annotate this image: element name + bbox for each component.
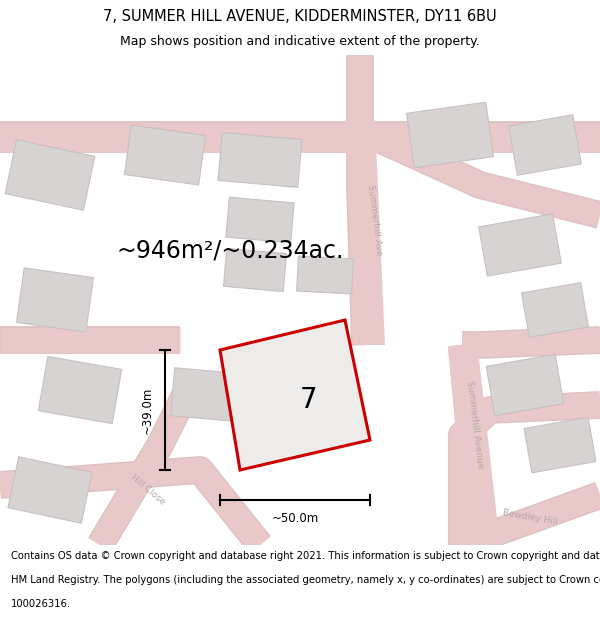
Polygon shape: [448, 350, 500, 545]
Polygon shape: [407, 102, 493, 168]
Text: Bewdley Hill: Bewdley Hill: [502, 508, 559, 526]
Text: HM Land Registry. The polygons (including the associated geometry, namely x, y c: HM Land Registry. The polygons (includin…: [11, 574, 600, 584]
Polygon shape: [226, 198, 294, 242]
Text: Summerhill Avenue: Summerhill Avenue: [465, 381, 485, 469]
Polygon shape: [17, 268, 94, 332]
Polygon shape: [296, 256, 353, 294]
Polygon shape: [0, 123, 600, 153]
Polygon shape: [218, 132, 302, 188]
Text: ~50.0m: ~50.0m: [271, 511, 319, 524]
Text: Hill Close: Hill Close: [129, 473, 167, 507]
Text: ~39.0m: ~39.0m: [140, 386, 154, 434]
Polygon shape: [277, 382, 344, 428]
Polygon shape: [8, 457, 92, 523]
Polygon shape: [124, 125, 206, 185]
Text: Contains OS data © Crown copyright and database right 2021. This information is : Contains OS data © Crown copyright and d…: [11, 551, 600, 561]
Text: 7, SUMMER HILL AVENUE, KIDDERMINSTER, DY11 6BU: 7, SUMMER HILL AVENUE, KIDDERMINSTER, DY…: [103, 9, 497, 24]
Polygon shape: [509, 115, 581, 175]
Polygon shape: [345, 120, 385, 345]
Polygon shape: [223, 249, 287, 291]
Polygon shape: [524, 418, 596, 472]
Polygon shape: [486, 354, 564, 416]
Text: Summerhill Ave: Summerhill Ave: [366, 184, 384, 256]
Polygon shape: [479, 214, 561, 276]
Text: 100026316.: 100026316.: [11, 599, 71, 609]
Polygon shape: [220, 320, 370, 470]
Polygon shape: [521, 282, 589, 338]
Text: Map shows position and indicative extent of the property.: Map shows position and indicative extent…: [120, 35, 480, 48]
Text: ~946m²/~0.234ac.: ~946m²/~0.234ac.: [116, 238, 344, 262]
Polygon shape: [170, 368, 250, 422]
Polygon shape: [5, 140, 95, 210]
Text: 7: 7: [300, 386, 317, 414]
Polygon shape: [38, 356, 122, 424]
